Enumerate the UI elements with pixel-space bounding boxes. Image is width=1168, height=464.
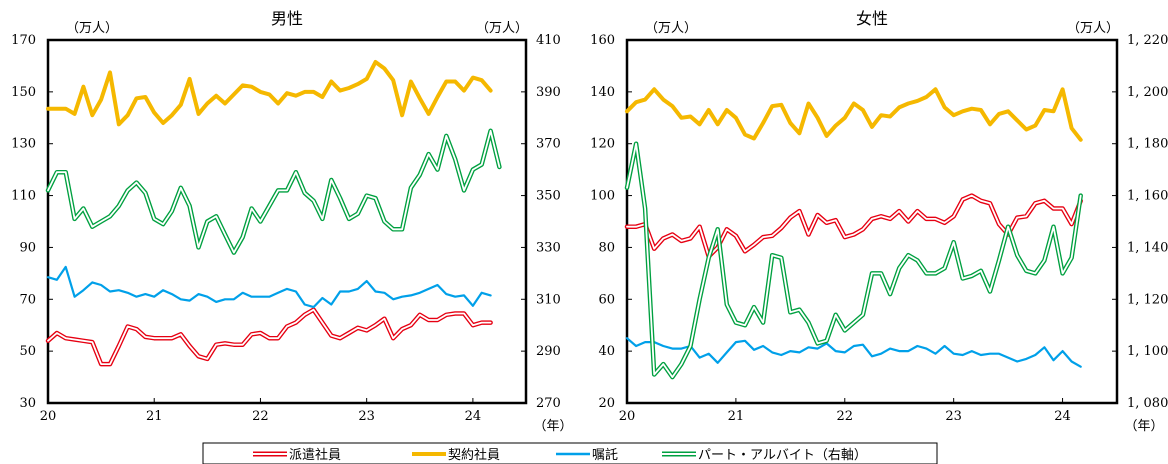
left-axis-unit: （万人） [66,21,118,36]
left-axis-tick-label: 170 [11,33,36,48]
x-axis-tick-label: 20 [40,409,57,424]
left-axis-tick-label: 60 [598,292,615,307]
right-axis-tick-label: 1, 100 [1127,344,1168,359]
x-axis-tick-label: 23 [358,409,375,424]
right-axis-tick-label: 370 [536,137,561,152]
left-axis-tick-label: 30 [19,396,36,411]
series-line-right-00a040 [624,141,1083,380]
series-line-right-00a040 [45,128,502,255]
x-axis-tick-label: 23 [945,409,962,424]
left-axis-tick-label: 50 [19,344,36,359]
right-axis-tick-label: 350 [536,189,561,204]
left-axis-tick-label: 70 [19,292,36,307]
plot-frame [46,38,528,405]
series-line-left-e60012-inner [47,308,492,366]
right-axis-tick-label: 1, 140 [1127,240,1168,255]
left-axis-tick-label: 100 [590,189,615,204]
left-axis-tick-label: 90 [19,240,36,255]
left-axis-tick-label: 80 [598,240,615,255]
legend: 派遣社員 契約社員 嘱託 パート・アルバイト（右軸） [202,442,938,464]
right-axis-tick-label: 330 [536,240,561,255]
left-axis-tick-label: 140 [590,85,615,100]
left-axis-unit: （万人） [645,21,697,36]
x-axis-tick-label: 21 [146,409,163,424]
right-axis-tick-label: 1, 120 [1127,292,1168,307]
year-unit-label: （年） [1124,419,1163,434]
x-axis-tick-label: 21 [728,409,745,424]
series-line-left-00a0e9 [46,265,492,309]
chart-title: 女性 [856,9,888,28]
left-axis-tick-label: 120 [590,137,615,152]
legend-label: 嘱託 [592,447,618,463]
left-axis-tick-label: 160 [590,33,615,48]
male-panel: 30 50 70 90 110 130 150 170 270 290 310 330 350 370 39… [11,9,572,434]
female-panel: 20 40 60 80 100 120 140 160 1, 080 1, 100 1, 120 1,… [590,9,1168,434]
series-line-left-f5b800 [46,60,493,127]
left-axis-tick-label: 150 [11,85,36,100]
chart-title: 男性 [271,9,303,28]
right-axis-tick-label: 410 [536,33,561,48]
left-axis-tick-label: 130 [11,137,36,152]
plot-frame [625,38,1119,405]
legend-label: 契約社員 [448,447,500,463]
series-line-left-f5b800 [625,87,1083,142]
right-axis-tick-label: 1, 200 [1127,85,1168,100]
right-axis-tick-label: 1, 180 [1127,137,1168,152]
series-line-right-00a040-inner [626,142,1082,379]
right-axis-tick-label: 270 [536,396,561,411]
x-axis-tick-label: 20 [619,409,636,424]
left-axis-tick-label: 40 [598,344,615,359]
year-unit-label: （年） [533,419,572,434]
x-axis-tick-label: 24 [465,409,482,424]
legend-label: 派遣社員 [289,447,341,463]
x-axis-tick-label: 22 [252,409,269,424]
right-axis-tick-label: 390 [536,85,561,100]
series-line-right-00a040-inner [47,129,501,254]
right-axis-unit: （万人） [1067,21,1119,36]
right-axis-tick-label: 1, 080 [1127,396,1168,411]
left-axis-tick-label: 110 [11,189,36,204]
right-axis-tick-label: 1, 160 [1127,189,1168,204]
x-axis-tick-label: 24 [1054,409,1071,424]
right-axis-tick-label: 1, 220 [1127,33,1168,48]
left-axis-tick-label: 20 [598,396,615,411]
series-line-left-00a0e9 [625,337,1082,368]
legend-label: パート・アルバイト（右軸） [698,448,867,463]
right-axis-tick-label: 310 [536,292,561,307]
right-axis-tick-label: 290 [536,344,561,359]
right-axis-unit: （万人） [476,21,528,36]
x-axis-tick-label: 22 [837,409,854,424]
